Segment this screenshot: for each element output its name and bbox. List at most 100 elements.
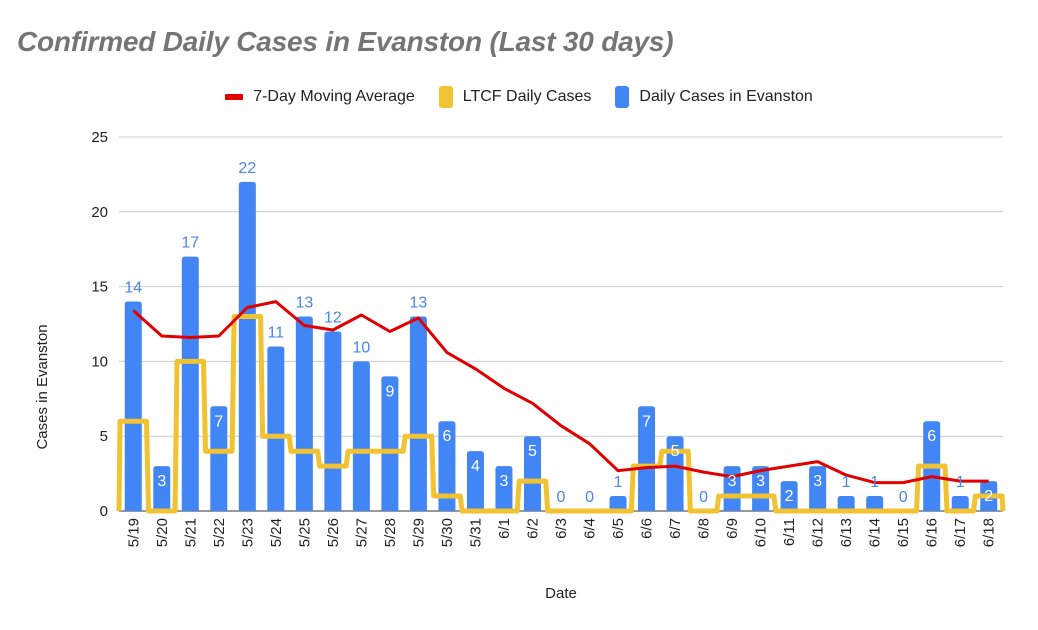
x-tick-label: 5/25 (296, 518, 313, 547)
x-tick-label: 5/28 (382, 518, 399, 547)
data-label: 0 (699, 489, 708, 506)
x-tick-label: 6/18 (981, 518, 998, 547)
bar-daily-cases (638, 406, 656, 511)
bar-daily-cases (609, 496, 627, 511)
data-label: 13 (295, 295, 313, 312)
x-tick-label: 5/27 (353, 518, 370, 547)
x-axis-ticks: 5/19 5/20 5/21 5/22 5/23 5/24 5/25 5/26 5/27 5/28… (125, 518, 997, 547)
y-tick-label: 10 (91, 353, 108, 370)
chart-title: Confirmed Daily Cases in Evanston (Last … (17, 26, 674, 57)
ltcf-step-outline (116, 314, 1006, 514)
x-tick-label: 5/19 (125, 518, 142, 547)
x-tick-label: 5/24 (268, 518, 285, 547)
x-tick-label: 5/31 (468, 518, 485, 547)
data-label: 3 (728, 473, 737, 490)
x-tick-label: 5/30 (439, 518, 456, 547)
x-tick-label: 6/1 (496, 518, 513, 539)
x-tick-label: 6/15 (895, 518, 912, 547)
data-label: 6 (442, 428, 451, 445)
data-label: 2 (785, 488, 794, 505)
bar-daily-cases (523, 436, 541, 511)
data-label: 14 (124, 280, 142, 297)
data-label: 3 (813, 473, 822, 490)
bar-daily-cases (238, 181, 256, 511)
bar-daily-cases (153, 466, 171, 511)
bar-daily-cases (809, 466, 827, 511)
data-label: 1 (870, 474, 879, 491)
data-label: 3 (500, 473, 509, 490)
data-label: 0 (585, 489, 594, 506)
bar-daily-cases (295, 316, 313, 511)
x-tick-label: 5/22 (211, 518, 228, 547)
bar-daily-cases (381, 376, 399, 511)
data-label: 13 (410, 295, 428, 312)
x-tick-label: 6/7 (667, 518, 684, 539)
data-label: 12 (324, 309, 342, 326)
bar-daily-cases (352, 361, 370, 511)
legend-swatch-moving-average (225, 94, 244, 100)
data-label: 3 (157, 473, 166, 490)
y-axis-ticks: 0 5 10 15 20 25 (91, 129, 108, 520)
x-tick-label: 5/21 (182, 518, 199, 547)
x-tick-label: 6/17 (952, 518, 969, 547)
x-tick-label: 6/3 (553, 518, 570, 539)
x-tick-label: 6/8 (696, 518, 713, 539)
bar-daily-cases (780, 481, 798, 511)
x-tick-label: 6/12 (810, 518, 827, 547)
daily-cases-bars (124, 181, 998, 511)
legend: 7-Day Moving Average LTCF Daily Cases Da… (0, 86, 1038, 108)
y-tick-label: 0 (100, 503, 108, 520)
data-label: 22 (238, 160, 256, 177)
bar-daily-cases (951, 496, 969, 511)
bar-daily-cases (267, 346, 285, 511)
data-label: 2 (984, 488, 993, 505)
bar-daily-cases (438, 421, 456, 511)
data-label: 1 (956, 474, 965, 491)
bar-daily-cases (466, 451, 484, 511)
bar-daily-cases (124, 301, 142, 511)
legend-item-daily-cases[interactable]: Daily Cases in Evanston (615, 86, 813, 108)
legend-label-ltcf: LTCF Daily Cases (462, 88, 592, 105)
data-label: 1 (842, 474, 851, 491)
moving-average-line (132, 300, 989, 485)
data-label: 0 (557, 489, 566, 506)
bar-daily-cases (837, 496, 855, 511)
bar-daily-cases (666, 436, 684, 511)
y-tick-label: 5 (100, 428, 108, 445)
legend-item-moving-average[interactable]: 7-Day Moving Average (225, 88, 415, 106)
data-label: 0 (899, 489, 908, 506)
data-label: 10 (352, 339, 370, 356)
legend-label-moving-average: 7-Day Moving Average (253, 88, 415, 105)
data-label: 1 (614, 474, 623, 491)
x-tick-label: 5/23 (239, 518, 256, 547)
legend-label-daily-cases: Daily Cases in Evanston (639, 88, 813, 105)
x-tick-label: 6/5 (610, 518, 627, 539)
data-label: 17 (181, 235, 199, 252)
data-label: 9 (385, 383, 394, 400)
bar-daily-cases (409, 316, 427, 511)
y-tick-label: 15 (91, 279, 108, 296)
y-tick-label: 25 (91, 129, 108, 146)
x-tick-label: 5/29 (410, 518, 427, 547)
legend-swatch-ltcf (438, 86, 453, 108)
x-tick-label: 6/9 (724, 518, 741, 539)
data-label: 5 (528, 443, 537, 460)
data-label: 6 (927, 428, 936, 445)
x-tick-label: 6/14 (867, 518, 884, 547)
y-axis-title: Cases in Evanston (34, 324, 51, 449)
bar-daily-cases (866, 496, 884, 511)
data-label: 5 (671, 443, 680, 460)
legend-swatch-daily-cases (615, 86, 630, 108)
data-label: 4 (471, 458, 480, 475)
bar-daily-cases (752, 466, 770, 511)
bar-daily-cases (324, 331, 342, 511)
x-tick-label: 6/6 (639, 518, 656, 539)
bar-daily-cases (181, 256, 199, 511)
legend-item-ltcf[interactable]: LTCF Daily Cases (438, 86, 592, 108)
x-tick-label: 6/16 (924, 518, 941, 547)
x-tick-label: 6/4 (582, 518, 599, 539)
x-tick-label: 6/10 (753, 518, 770, 547)
bar-daily-cases (495, 466, 513, 511)
